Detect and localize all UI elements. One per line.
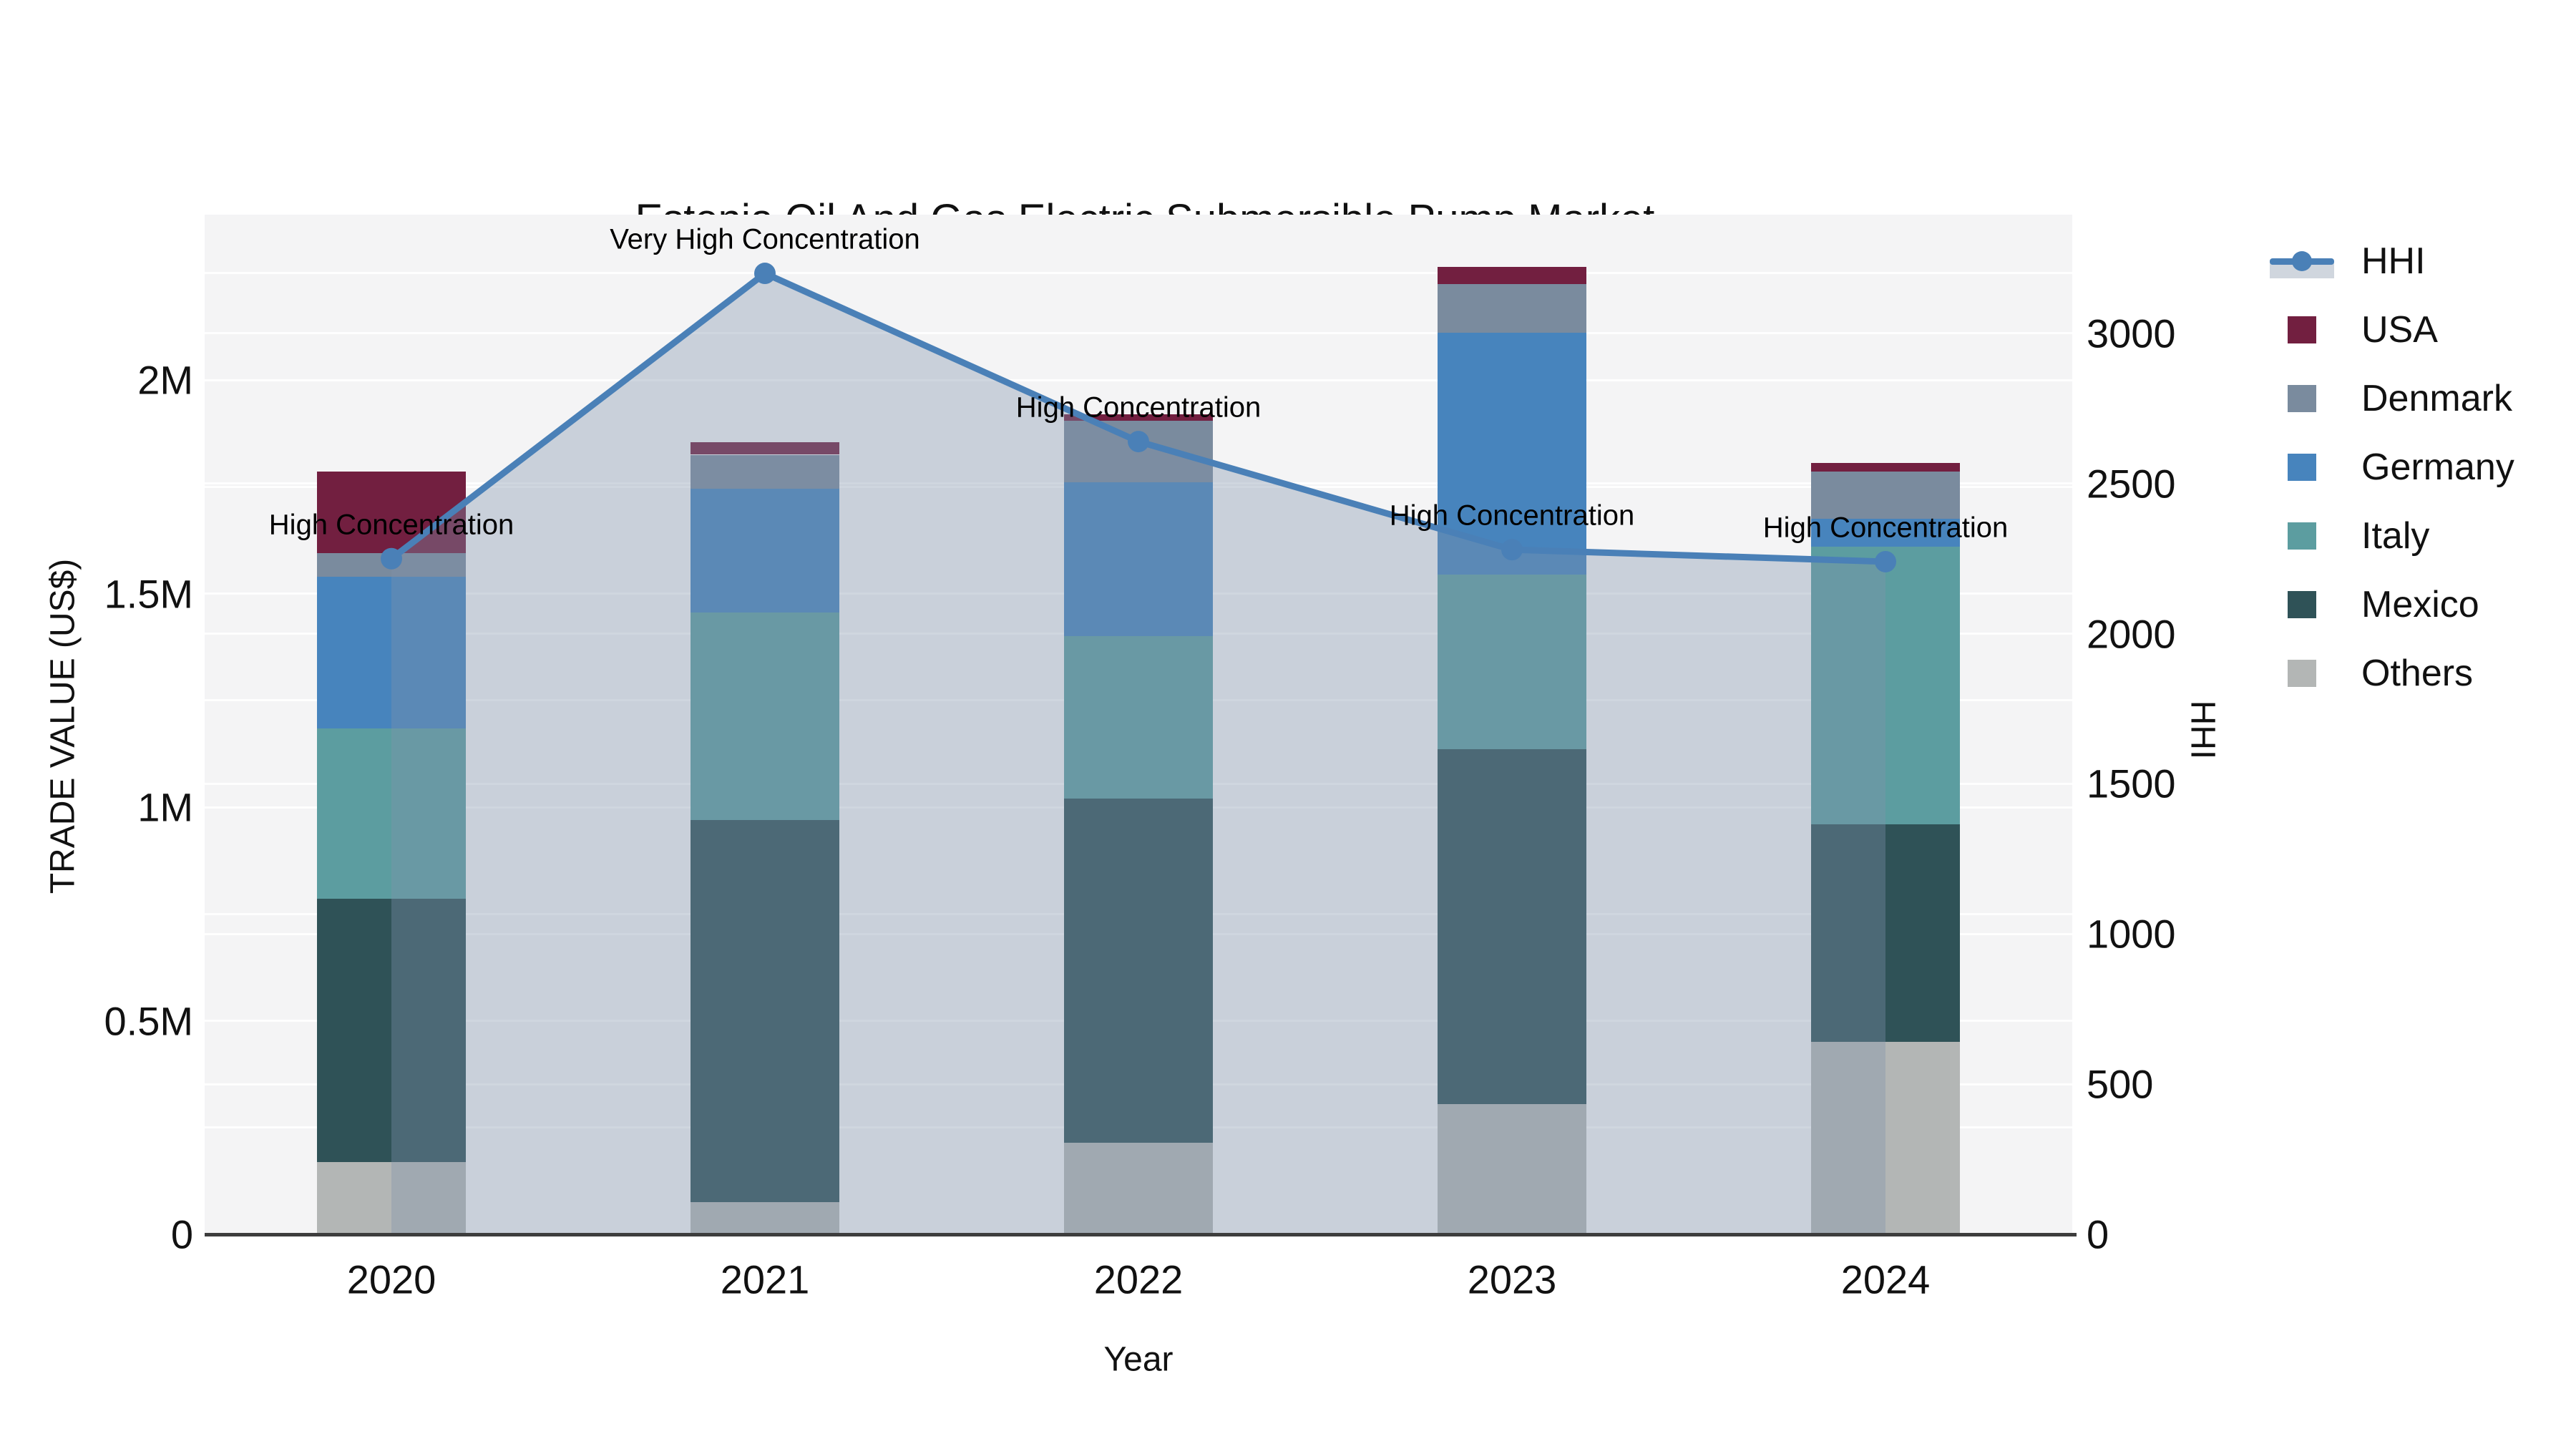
bar-segment-usa-2020 [317, 472, 466, 553]
plot-area [205, 215, 2072, 1234]
bar-segment-usa-2022 [1064, 414, 1213, 421]
legend-label-denmark: Denmark [2361, 378, 2512, 419]
bar-segment-others-2022 [1064, 1142, 1213, 1234]
italy-color-swatch-icon [2254, 502, 2350, 570]
usa-color-swatch-icon [2254, 296, 2350, 364]
mexico-swatch [2288, 591, 2316, 618]
bar-segment-germany-2024 [1811, 519, 1960, 547]
left-axis-label: TRADE VALUE (US$) [44, 558, 82, 894]
legend-item-germany: Germany [2254, 433, 2514, 502]
legend-label-hhi: HHI [2361, 240, 2426, 282]
mexico-color-swatch-icon [2254, 570, 2350, 639]
gridline [205, 379, 2072, 381]
hhi-line-overlay [381, 263, 1896, 1234]
annotation-2021: Very High Concentration [610, 223, 920, 255]
right-tick-2500: 2500 [2087, 461, 2176, 507]
legend-label-germany: Germany [2361, 447, 2514, 488]
annotation-2020: High Concentration [268, 509, 514, 541]
hhi-area-fill [391, 273, 1885, 1234]
x-tick-2021: 2021 [720, 1257, 810, 1302]
legend-item-italy: Italy [2254, 502, 2429, 570]
legend-item-denmark: Denmark [2254, 364, 2512, 433]
bar-segment-italy-2024 [1811, 546, 1960, 824]
hhi-marker-2021 [754, 263, 776, 285]
right-tick-1000: 1000 [2087, 911, 2176, 957]
bar-segment-denmark-2023 [1438, 283, 1586, 333]
bar-segment-denmark-2024 [1811, 472, 1960, 519]
annotation-2024: High Concentration [1762, 512, 2009, 544]
others-color-swatch-icon [2254, 639, 2350, 708]
hhi-marker-2020 [381, 547, 402, 570]
usa-swatch [2288, 316, 2316, 343]
right-axis-label: HHI [2183, 700, 2222, 760]
x-tick-2022: 2022 [1093, 1257, 1184, 1302]
bar-segment-usa-2021 [691, 441, 839, 455]
legend-item-mexico: Mexico [2254, 570, 2479, 639]
bar-segment-others-2020 [317, 1161, 466, 1234]
italy-swatch [2288, 522, 2316, 550]
annotation-2022: High Concentration [1015, 391, 1262, 424]
x-tick-2020: 2020 [346, 1257, 436, 1302]
x-axis-label: Year [1103, 1340, 1174, 1379]
left-tick-0: 0 [170, 1211, 193, 1257]
left-tick-2M: 2M [137, 357, 193, 403]
legend-label-usa: USA [2361, 309, 2438, 351]
bar-segment-italy-2021 [691, 613, 839, 820]
hhi-line-swatch-icon [2254, 227, 2350, 296]
x-tick-2023: 2023 [1467, 1257, 1557, 1302]
bar-segment-italy-2022 [1064, 636, 1213, 799]
bar-segment-denmark-2021 [691, 454, 839, 489]
gridline [205, 272, 2072, 275]
bar-segment-germany-2021 [691, 489, 839, 613]
legend-label-italy: Italy [2361, 515, 2430, 557]
bar-segment-mexico-2021 [691, 819, 839, 1203]
bar-segment-others-2021 [691, 1202, 839, 1234]
hhi-marker-2024 [1875, 550, 1896, 572]
bar-segment-germany-2020 [317, 576, 466, 728]
bar-segment-mexico-2020 [317, 899, 466, 1162]
bar-segment-usa-2024 [1811, 463, 1960, 472]
x-tick-2024: 2024 [1840, 1257, 1931, 1302]
bar-segment-italy-2023 [1438, 574, 1586, 750]
hhi-marker-glyph [2292, 251, 2312, 271]
bar-segment-mexico-2022 [1064, 799, 1213, 1143]
right-tick-0: 0 [2087, 1211, 2109, 1257]
left-tick-1.5M: 1.5M [104, 571, 194, 616]
others-swatch [2288, 660, 2316, 687]
bar-segment-italy-2020 [317, 728, 466, 899]
left-tick-1M: 1M [137, 784, 193, 830]
germany-color-swatch-icon [2254, 433, 2350, 502]
right-tick-2000: 2000 [2087, 611, 2176, 657]
right-tick-3000: 3000 [2087, 311, 2176, 356]
gridline [205, 332, 2072, 335]
x-axis-line [205, 1233, 2077, 1236]
legend-label-others: Others [2361, 653, 2474, 694]
bar-segment-mexico-2023 [1438, 749, 1586, 1104]
right-tick-500: 500 [2087, 1061, 2154, 1107]
bar-segment-mexico-2024 [1811, 824, 1960, 1043]
annotation-2023: High Concentration [1389, 499, 1635, 532]
left-tick-0.5M: 0.5M [104, 998, 194, 1043]
hhi-marker-2023 [1501, 539, 1523, 561]
legend-item-others: Others [2254, 639, 2473, 708]
germany-swatch [2288, 454, 2316, 481]
bar-segment-germany-2022 [1064, 482, 1213, 637]
bar-segment-others-2024 [1811, 1042, 1960, 1234]
bar-segment-usa-2023 [1438, 266, 1586, 284]
denmark-color-swatch-icon [2254, 364, 2350, 433]
denmark-swatch [2288, 385, 2316, 412]
right-tick-1500: 1500 [2087, 761, 2176, 806]
legend-item-hhi: HHI [2254, 227, 2426, 296]
hhi-marker-2022 [1128, 431, 1149, 453]
legend-label-mexico: Mexico [2361, 584, 2479, 625]
bar-segment-others-2023 [1438, 1103, 1586, 1234]
legend-item-usa: USA [2254, 296, 2438, 364]
